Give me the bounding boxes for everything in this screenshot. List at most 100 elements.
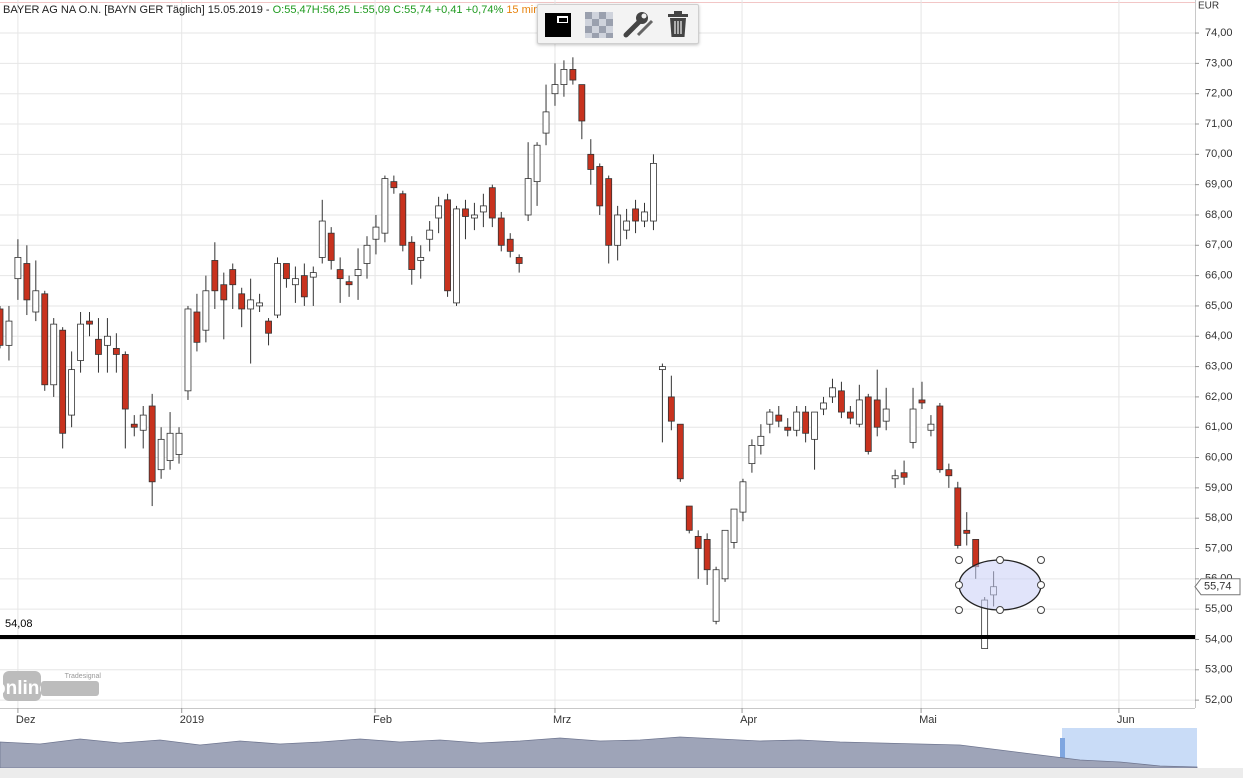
candle-body <box>739 481 747 513</box>
ellipse-annotation[interactable] <box>955 556 1045 614</box>
y-tick-label: 70,00 <box>1205 148 1233 160</box>
x-tick-label: Apr <box>740 714 757 726</box>
candle-body <box>864 396 872 452</box>
candle-body <box>488 187 496 219</box>
y-tick-label: 62,00 <box>1205 391 1233 403</box>
x-tick-label: 2019 <box>180 714 204 726</box>
candle-body <box>748 445 756 465</box>
candle-body <box>300 275 308 298</box>
candle-body <box>829 387 836 398</box>
candle-body <box>551 84 559 95</box>
quote-open: O:55,47 <box>272 4 312 16</box>
y-tick-label: 63,00 <box>1205 360 1233 372</box>
quote-close: C:55,74 <box>393 4 432 16</box>
candle-body <box>820 402 827 410</box>
candle-body <box>900 472 908 478</box>
x-tick-label: Jun <box>1117 714 1135 726</box>
candle-body <box>211 260 219 292</box>
candle-body <box>77 323 84 361</box>
candle-body <box>685 505 693 531</box>
y-tick-label: 69,00 <box>1205 179 1233 191</box>
candle-body <box>712 569 720 622</box>
candle-body <box>112 347 120 355</box>
y-tick-label: 67,00 <box>1205 239 1233 251</box>
candle-body <box>426 229 434 240</box>
candle-body <box>918 399 926 404</box>
y-tick-label: 66,00 <box>1205 270 1233 282</box>
candle-body <box>104 335 111 346</box>
candle-body <box>41 293 49 386</box>
candle-body <box>479 205 487 213</box>
candle-body <box>283 263 290 280</box>
candle-body <box>873 399 881 428</box>
watermark-text: online <box>0 678 50 699</box>
candle-body <box>247 299 255 310</box>
candle-body <box>95 338 102 355</box>
candle-body <box>399 193 407 246</box>
candle-body <box>202 290 210 331</box>
candle-body <box>846 411 854 419</box>
candle-body <box>390 181 398 189</box>
candle-body <box>408 241 416 270</box>
y-tick-label: 52,00 <box>1205 694 1233 706</box>
delete-button[interactable] <box>668 11 688 37</box>
quote-header: BAYER AG NA O.N. [BAYN GER Täglich] 15.0… <box>3 4 539 16</box>
candle-body <box>462 208 469 217</box>
y-tick-label: 53,00 <box>1205 664 1233 676</box>
candle-body <box>363 244 371 264</box>
candle-body <box>265 320 272 334</box>
candle-body <box>650 163 657 222</box>
y-tick-label: 71,00 <box>1205 118 1233 130</box>
candle-body <box>157 438 165 471</box>
fill-color-button[interactable] <box>545 13 571 37</box>
candle-body <box>309 272 317 278</box>
candle-body <box>166 432 174 461</box>
candle-body <box>963 529 971 534</box>
candle-body <box>596 166 604 207</box>
x-tick-label: Feb <box>373 714 392 726</box>
candle-body <box>784 426 792 431</box>
candle-body <box>175 432 183 455</box>
candle-body <box>220 284 228 301</box>
grid <box>0 0 1199 713</box>
candle-body <box>23 263 31 301</box>
candle-body <box>291 278 299 286</box>
candle-body <box>453 208 460 304</box>
drawing-toolbar <box>537 4 699 44</box>
candle-body <box>730 508 738 543</box>
pattern-button[interactable] <box>585 12 613 38</box>
candle-body <box>641 211 648 222</box>
candle-body <box>0 308 4 346</box>
candle-body <box>614 214 622 246</box>
candle-body <box>945 469 953 477</box>
candle-body <box>238 293 246 310</box>
y-tick-label: 68,00 <box>1205 209 1233 221</box>
candles <box>0 57 997 649</box>
candle-body <box>533 144 541 183</box>
candle-body <box>936 405 944 471</box>
y-tick-label: 74,00 <box>1205 27 1233 39</box>
candle-body <box>497 217 505 246</box>
candle-body <box>954 487 962 546</box>
watermark: online Tradesignal <box>0 671 101 701</box>
candle-body <box>524 178 532 216</box>
candle-body <box>927 423 935 431</box>
properties-button[interactable] <box>623 12 654 38</box>
candle-body <box>587 153 595 170</box>
candle-body <box>68 369 76 416</box>
candle-body <box>605 178 613 246</box>
candle-body <box>184 308 192 392</box>
candle-body <box>569 69 577 81</box>
interval: 15 min <box>506 4 540 16</box>
candle-body <box>703 539 711 571</box>
candle-body <box>542 111 550 134</box>
candle-body <box>381 178 389 234</box>
y-tick-label: 61,00 <box>1205 421 1233 433</box>
candle-body <box>811 411 818 440</box>
candle-body <box>345 281 353 286</box>
currency-label: EUR <box>1198 1 1219 12</box>
candle-body <box>506 238 514 252</box>
candle-body <box>417 257 425 261</box>
last-price-tag <box>1194 578 1241 596</box>
